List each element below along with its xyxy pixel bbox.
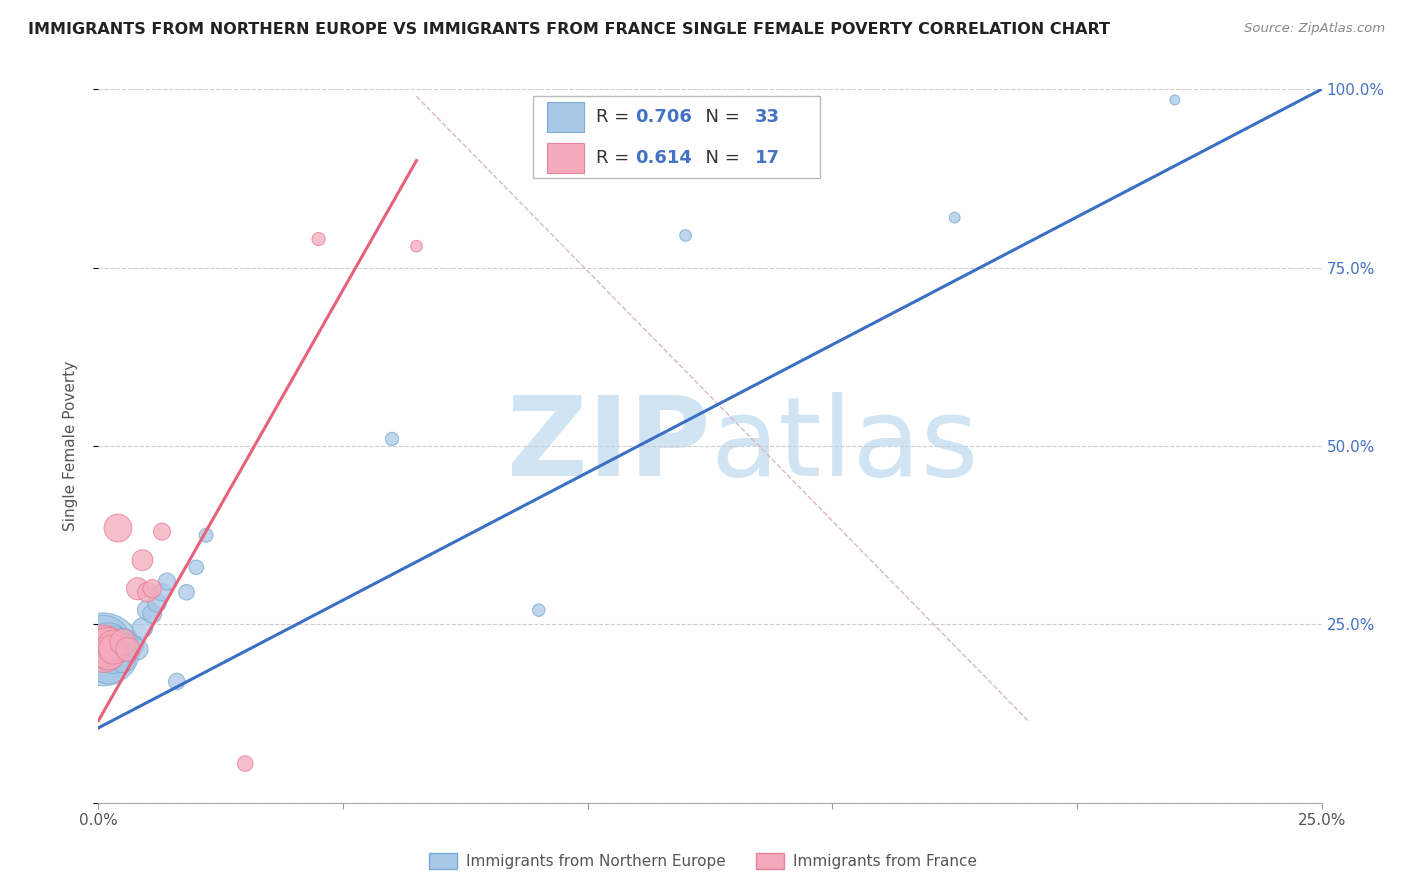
Point [97,646,120,660]
Point [91,642,114,657]
Point [195,528,218,542]
Point [233,756,256,771]
Point [127,642,149,657]
Point [176,585,198,599]
Text: 0.706: 0.706 [636,108,692,126]
Point [101,635,124,649]
Point [381,432,404,446]
Text: N =: N = [695,149,745,167]
Point [111,635,134,649]
Point [1164,93,1187,107]
Point [91,635,114,649]
Point [111,635,134,649]
Point [141,582,163,596]
Y-axis label: Single Female Poverty: Single Female Poverty [63,361,77,531]
Point [101,649,124,664]
Point [156,574,179,589]
Text: Source: ZipAtlas.com: Source: ZipAtlas.com [1244,22,1385,36]
Point [136,585,159,599]
Point [527,603,550,617]
Point [141,607,163,621]
Text: R =: R = [596,149,636,167]
Point [131,553,153,567]
Point [121,639,143,653]
Point [146,596,169,610]
Point [91,642,114,657]
Point [91,639,114,653]
Point [101,639,124,653]
Point [97,639,120,653]
Point [675,228,697,243]
Point [117,642,139,657]
Point [101,642,124,657]
Point [97,657,120,671]
Point [117,642,139,657]
Point [111,642,134,657]
Point [101,642,124,657]
FancyBboxPatch shape [547,143,583,173]
Text: N =: N = [695,108,745,126]
Point [117,639,139,653]
Point [111,653,134,667]
Text: R =: R = [596,108,636,126]
Text: 0.614: 0.614 [636,149,692,167]
Legend: Immigrants from Northern Europe, Immigrants from France: Immigrants from Northern Europe, Immigra… [423,847,983,875]
Point [943,211,966,225]
Point [186,560,208,574]
Text: 33: 33 [755,108,780,126]
FancyBboxPatch shape [533,96,820,178]
Point [131,621,153,635]
Point [166,674,188,689]
Text: atlas: atlas [710,392,979,500]
Text: IMMIGRANTS FROM NORTHERN EUROPE VS IMMIGRANTS FROM FRANCE SINGLE FEMALE POVERTY : IMMIGRANTS FROM NORTHERN EUROPE VS IMMIG… [28,22,1111,37]
Point [136,603,159,617]
FancyBboxPatch shape [547,102,583,132]
Point [97,642,120,657]
Text: 17: 17 [755,149,780,167]
Point [97,639,120,653]
Point [127,582,149,596]
Point [150,524,173,539]
Text: ZIP: ZIP [506,392,710,500]
Point [91,653,114,667]
Point [107,646,129,660]
Point [107,521,129,535]
Point [308,232,330,246]
Point [150,585,173,599]
Point [107,639,129,653]
Point [405,239,427,253]
